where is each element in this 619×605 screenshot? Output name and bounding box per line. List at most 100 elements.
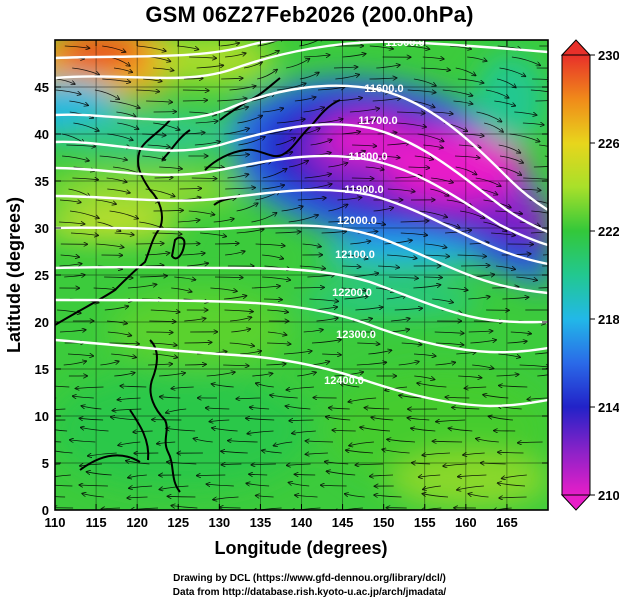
streamline [443,464,467,466]
streamline [311,340,341,344]
streamline [335,75,359,80]
streamline [484,122,503,132]
streamline [461,265,490,266]
streamline [182,100,207,101]
streamline [510,332,531,334]
streamline [148,364,172,365]
streamline [250,407,270,409]
streamline [236,229,264,234]
streamline [291,507,321,510]
streamline [445,397,470,398]
streamline [204,167,224,168]
streamline [457,485,484,490]
streamline [458,145,481,148]
streamline [184,342,212,343]
streamline [417,383,447,388]
streamline [188,210,215,215]
streamline [327,471,356,476]
streamline [262,276,290,280]
streamline [153,210,184,211]
contour-line [55,224,548,295]
streamline [394,308,423,310]
x-tick-label: 150 [373,515,395,530]
streamline [371,417,394,420]
streamline [220,507,241,508]
streamline [55,484,73,487]
streamline [145,265,164,266]
streamline [498,452,524,453]
streamline [137,45,166,51]
streamline [100,361,118,366]
streamline [274,441,293,446]
streamline [104,277,133,278]
y-tick-label: 45 [35,80,49,95]
contour-line [55,338,548,408]
streamline [214,243,239,244]
streamline [355,464,384,465]
streamline [346,254,367,259]
streamline [342,54,366,58]
streamline [230,317,251,322]
streamline [55,89,81,94]
streamline [145,188,175,197]
streamline [476,111,502,122]
streamline [79,485,108,486]
streamline [432,112,453,114]
streamline [224,310,254,312]
streamline [252,373,272,376]
streamline [109,210,139,219]
streamline [212,384,234,388]
y-tick-label: 0 [42,503,49,518]
streamline [533,166,548,168]
streamline [56,78,75,84]
streamline [223,365,249,366]
streamline [304,174,332,179]
streamline [369,45,393,49]
streamline [391,319,410,322]
y-tick-label: 20 [35,315,49,330]
contour-label: 11800.0 [348,151,387,163]
streamline [376,156,399,158]
streamline [469,243,489,245]
streamline [421,508,442,510]
streamline [388,277,418,278]
streamline [184,364,206,365]
streamline [221,451,248,453]
streamline [542,265,548,267]
streamline [251,464,276,465]
streamline [468,297,490,299]
colorbar-top-arrow [560,39,592,56]
streamline [341,287,367,291]
streamline [229,86,256,91]
x-tick-label: 145 [332,515,354,530]
streamline [514,111,536,115]
streamline [499,497,527,498]
streamline [57,309,81,313]
x-axis: 110 115 120 125 130 135 140 145 150 155 160 165 [45,40,518,530]
streamline [262,169,287,179]
x-tick-label: 155 [414,515,436,530]
streamline [171,387,194,389]
streamline [146,101,172,102]
streamline [535,352,548,355]
streamline [406,45,430,49]
streamline [360,427,391,432]
contour-label: 12100.0 [335,249,375,261]
y-tick-label: 35 [35,174,49,189]
streamline [107,188,130,193]
streamline [397,112,425,113]
streamline [460,210,484,218]
streamline [225,188,255,189]
streamline [249,474,268,475]
streamline [495,265,515,269]
streamline [194,142,220,146]
streamline [342,266,360,267]
streamline [281,206,303,212]
streamline [539,144,548,147]
streamline [246,418,275,420]
x-tick-label: 135 [250,515,272,530]
streamline [96,199,116,204]
streamline [294,97,316,102]
streamline [222,464,242,465]
contour-line [55,40,548,80]
